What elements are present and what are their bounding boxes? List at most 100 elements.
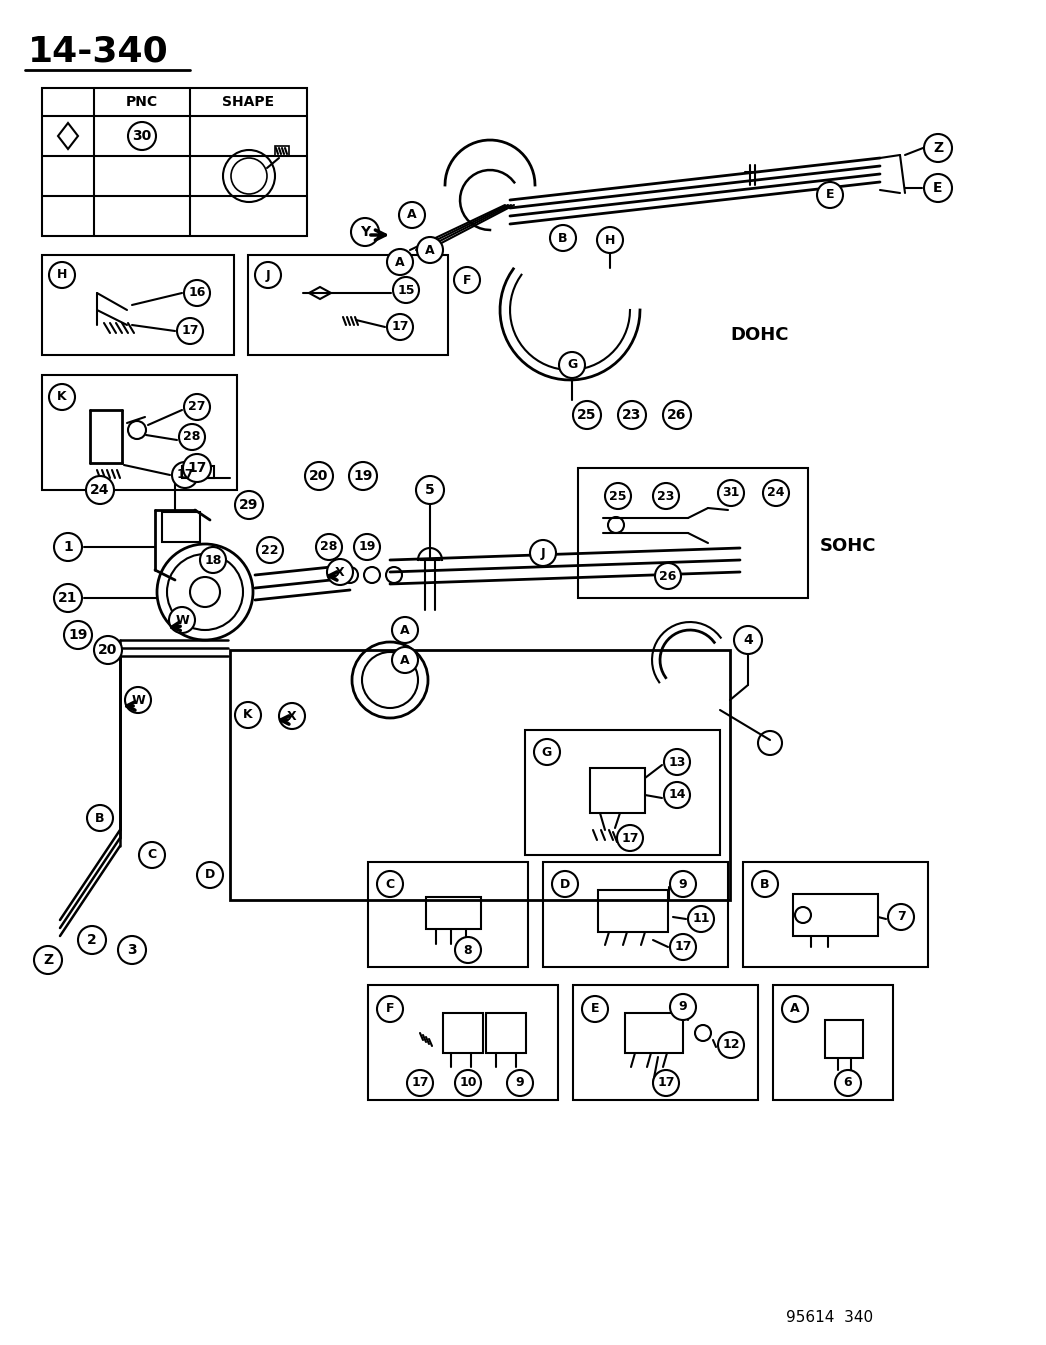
Circle shape [399,202,425,229]
Circle shape [139,842,165,868]
Text: H: H [56,269,67,281]
Text: F: F [462,273,472,286]
Text: 14-340: 14-340 [28,35,168,69]
Text: 26: 26 [659,569,677,582]
Circle shape [351,218,379,246]
Circle shape [172,461,198,488]
Text: 6: 6 [844,1076,852,1089]
Circle shape [670,994,696,1020]
Circle shape [507,1071,533,1096]
Circle shape [663,401,691,429]
Text: B: B [559,231,568,245]
Text: G: G [567,359,577,371]
Bar [578,468,808,599]
Text: 28: 28 [183,430,201,444]
Text: 3: 3 [128,943,137,958]
Text: 11: 11 [692,912,710,925]
Bar [368,862,528,967]
Text: 18: 18 [204,554,222,566]
Circle shape [49,262,75,288]
Text: C: C [385,877,394,890]
Text: 9: 9 [679,1001,687,1014]
Text: 21: 21 [59,590,77,605]
Text: Z: Z [933,141,943,155]
Circle shape [126,687,151,713]
Text: 4: 4 [743,633,753,647]
Text: Y: Y [360,225,370,239]
Circle shape [653,1071,679,1096]
Text: 17: 17 [675,940,691,954]
Circle shape [530,539,556,566]
Circle shape [128,122,156,151]
Circle shape [179,424,205,451]
Text: 17: 17 [657,1076,675,1089]
Text: 10: 10 [459,1076,477,1089]
Bar [248,256,448,355]
Bar [590,768,645,812]
Bar [230,650,730,900]
Circle shape [455,937,481,963]
Circle shape [377,997,403,1022]
Circle shape [177,317,203,344]
Text: 5: 5 [425,483,435,498]
Bar [444,1013,483,1053]
Text: 14: 14 [668,788,686,802]
Text: 12: 12 [722,1038,740,1052]
Text: 20: 20 [98,643,118,656]
Circle shape [387,313,413,340]
Text: 15: 15 [397,284,415,296]
Bar [793,894,878,936]
Circle shape [688,907,714,932]
Text: B: B [95,811,105,824]
Bar [42,87,306,235]
Bar [543,862,728,967]
Circle shape [257,537,283,564]
Circle shape [354,534,380,560]
Text: 28: 28 [320,541,338,554]
Text: A: A [401,654,410,667]
Circle shape [924,174,952,202]
Text: 25: 25 [609,490,627,503]
Circle shape [653,483,679,508]
Text: W: W [131,694,145,706]
Text: SOHC: SOHC [820,537,877,555]
Circle shape [407,1071,433,1096]
Circle shape [327,560,353,585]
Text: X: X [335,565,345,578]
Circle shape [349,461,377,490]
Text: 30: 30 [133,129,152,143]
Circle shape [888,904,914,929]
Circle shape [752,872,778,897]
Circle shape [64,621,92,650]
Text: SHAPE: SHAPE [222,95,274,109]
Circle shape [279,703,305,729]
Circle shape [664,749,690,775]
Circle shape [377,872,403,897]
Text: A: A [401,624,410,636]
Text: F: F [386,1002,394,1015]
Circle shape [197,862,223,888]
Text: 9: 9 [679,877,687,890]
Circle shape [670,872,696,897]
Bar [743,862,928,967]
Text: A: A [790,1002,800,1015]
Circle shape [455,1071,481,1096]
Bar [426,897,481,929]
Text: J: J [541,546,545,560]
Circle shape [200,547,226,573]
Circle shape [417,237,444,264]
Circle shape [78,925,106,954]
Text: 24: 24 [768,487,784,499]
Circle shape [316,534,342,560]
Bar [275,147,289,156]
Circle shape [718,480,744,506]
Text: 19: 19 [354,469,372,483]
Bar [486,1013,526,1053]
Circle shape [763,480,789,506]
Circle shape [49,385,75,410]
Text: E: E [933,182,942,195]
Circle shape [454,268,480,293]
Circle shape [184,280,210,307]
Circle shape [817,182,843,208]
Circle shape [618,401,646,429]
